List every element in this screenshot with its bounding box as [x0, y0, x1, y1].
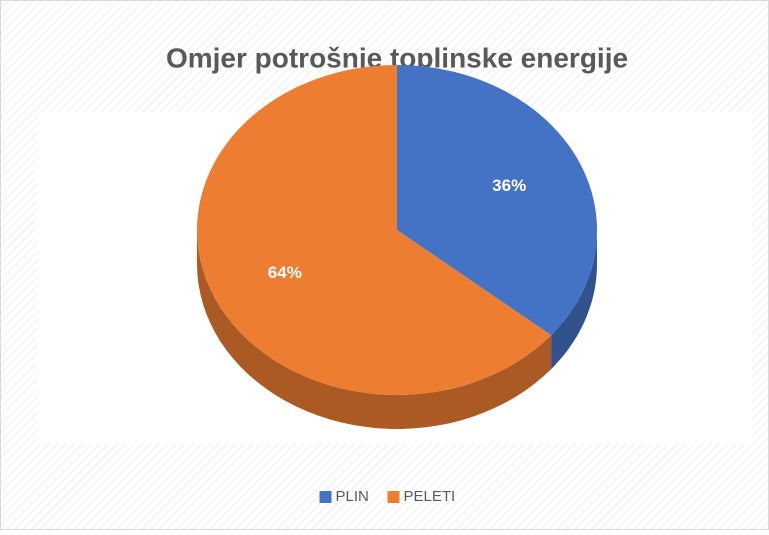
slice-side [551, 230, 597, 370]
legend-swatch [387, 491, 400, 503]
legend-label: PLIN [336, 488, 369, 505]
legend-label: PELETI [404, 488, 456, 505]
data-label: 64% [268, 263, 302, 282]
legend: PLIN PELETI [319, 488, 456, 505]
pie: 36% 64% [196, 64, 597, 429]
data-label: 36% [492, 176, 526, 195]
legend-swatch [319, 491, 332, 503]
slice [397, 65, 597, 336]
slice-side [197, 230, 552, 429]
slice [196, 64, 552, 395]
